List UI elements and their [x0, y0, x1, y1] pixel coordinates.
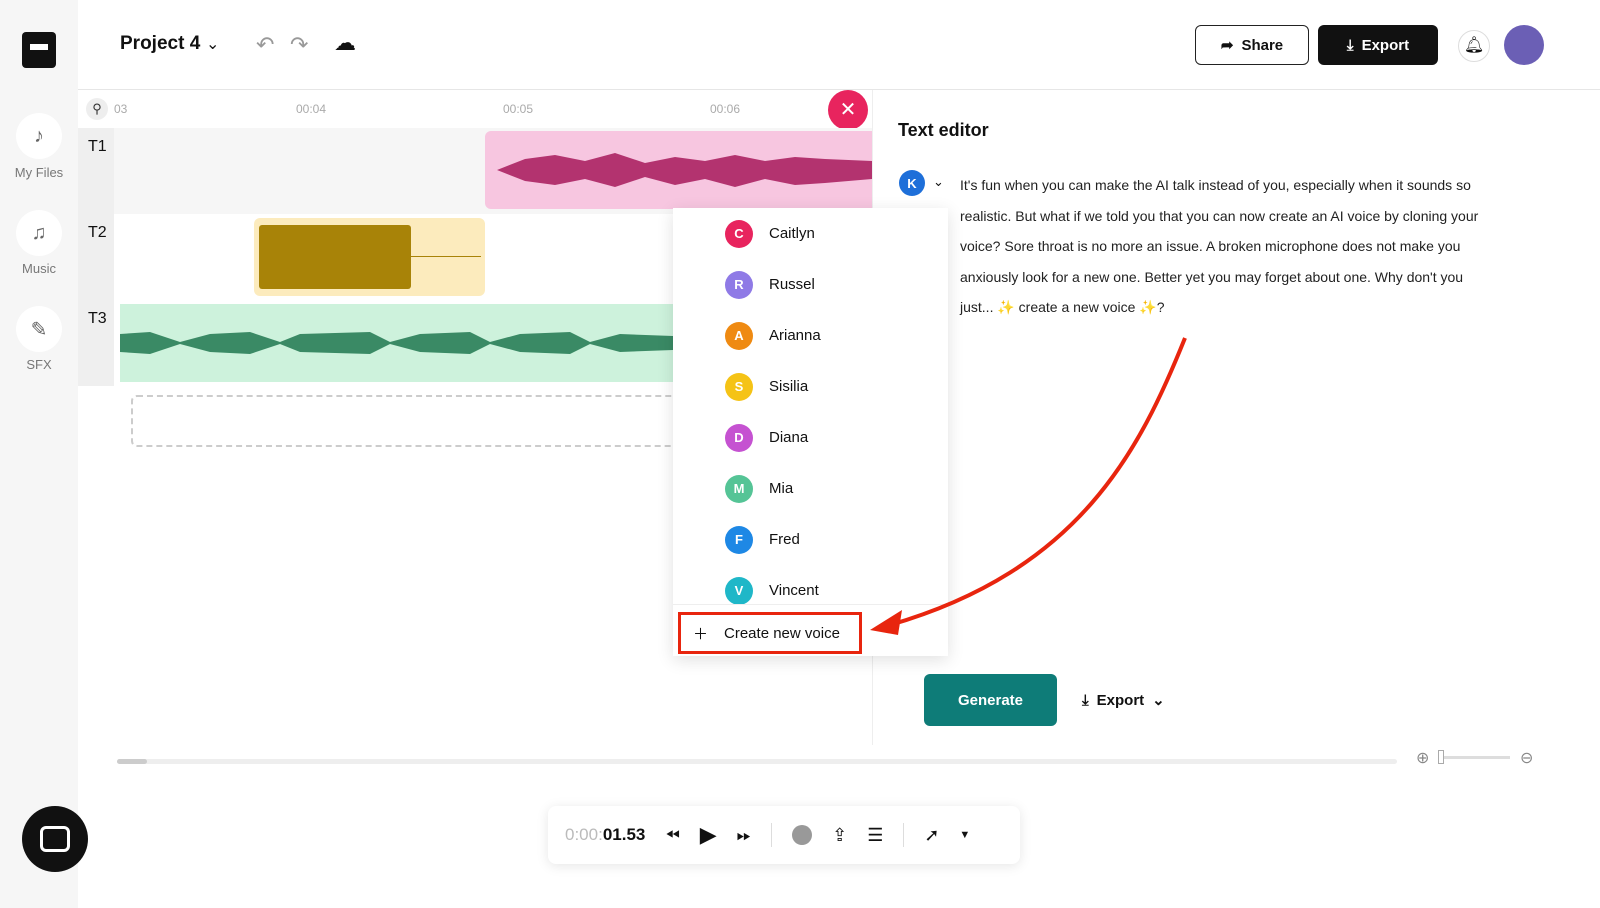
undo-icon[interactable]: ↶: [256, 32, 275, 57]
voice-avatar: S: [725, 372, 753, 401]
player-bar: 0:00:01.53 ⏪︎ ▶ ⏩︎ ⇪ ☰ ➚ ▼: [548, 806, 1020, 864]
timeline-ruler[interactable]: ⚲ 03 00:04 00:05 00:06: [78, 92, 872, 128]
tick-label: 00:05: [503, 102, 534, 116]
rewind-icon[interactable]: ⏪︎: [665, 824, 680, 845]
sidebar: ♪ My Files ♫ Music ✎ SFX: [0, 0, 88, 908]
tick-label: 00:04: [296, 102, 327, 116]
voice-avatar: A: [725, 321, 753, 350]
close-icon[interactable]: ✕: [828, 90, 868, 130]
create-new-voice-button[interactable]: ＋ Create new voice: [678, 612, 862, 654]
download-icon: ⤓: [1082, 691, 1089, 709]
voice-option-mia[interactable]: M Mia: [673, 463, 948, 514]
track-label-t1: T1: [78, 128, 114, 214]
horizontal-scrollbar[interactable]: [117, 759, 1397, 764]
plus-icon: ＋: [693, 625, 709, 643]
sidebar-item-music[interactable]: Music: [22, 261, 56, 276]
export-label: Export: [1096, 691, 1145, 709]
chat-support-button[interactable]: [22, 806, 88, 872]
record-icon[interactable]: [792, 825, 813, 845]
time-display: 0:00:01.53: [565, 825, 646, 844]
voice-name: Russel: [769, 276, 815, 293]
speaker-avatar[interactable]: K: [899, 170, 925, 196]
track-label-t2: T2: [78, 214, 114, 300]
voice-option-fred[interactable]: F Fred: [673, 514, 948, 565]
voice-avatar: M: [725, 474, 753, 503]
chat-icon: [40, 826, 70, 852]
voice-option-diana[interactable]: D Diana: [673, 412, 948, 463]
my-files-icon[interactable]: ♪: [16, 113, 62, 159]
voice-dropdown: C Caitlyn R Russel A Arianna S Sisilia D Diana M Mi…: [673, 208, 948, 656]
waveform: [120, 332, 673, 354]
share-label: Share: [1241, 36, 1284, 54]
app-logo[interactable]: [22, 32, 56, 68]
generate-button[interactable]: Generate: [924, 674, 1057, 726]
voice-option-russel[interactable]: R Russel: [673, 259, 948, 310]
music-note-icon[interactable]: ♫: [16, 210, 62, 256]
download-icon: ⤓: [1346, 36, 1354, 54]
voice-option-caitlyn[interactable]: C Caitlyn: [673, 208, 948, 259]
audio-clip-t1[interactable]: [485, 131, 872, 209]
waveform: [497, 153, 872, 187]
tick-label: 00:06: [710, 102, 741, 116]
audio-clip-t3[interactable]: [120, 304, 673, 382]
avatar[interactable]: [1504, 25, 1544, 65]
audio-clip-t2[interactable]: [254, 218, 485, 296]
voice-name: Vincent: [769, 582, 819, 599]
annotation-arrow: [870, 337, 1187, 635]
sidebar-item-sfx[interactable]: SFX: [26, 357, 52, 372]
voice-name: Fred: [769, 531, 800, 548]
voice-option-arianna[interactable]: A Arianna: [673, 310, 948, 361]
export-label: Export: [1361, 36, 1410, 54]
voice-avatar: V: [725, 576, 753, 605]
voice-avatar: F: [725, 525, 753, 554]
cloud-saved-icon: ☁: [334, 30, 356, 55]
zoom-slider[interactable]: [1438, 750, 1510, 764]
chevron-down-icon[interactable]: ⌄: [206, 36, 220, 53]
redo-icon[interactable]: ↷: [290, 32, 309, 57]
caret-down-icon[interactable]: ▼: [959, 829, 971, 841]
magic-wand-icon[interactable]: ✎: [16, 306, 62, 352]
voice-name: Sisilia: [769, 378, 809, 395]
text-editor-title: Text editor: [898, 120, 989, 140]
bell-icon[interactable]: 🔔︎: [1458, 30, 1490, 62]
add-track-dropzone[interactable]: [131, 395, 691, 447]
playhead-pin-icon[interactable]: ⚲: [86, 98, 108, 120]
fast-forward-icon[interactable]: ⏩︎: [736, 824, 752, 845]
voice-option-vincent[interactable]: V Vincent: [673, 565, 948, 616]
tick-label: 03: [114, 102, 128, 116]
share-icon: ➦: [1220, 37, 1234, 54]
script-text[interactable]: It's fun when you can make the AI talk i…: [960, 177, 1479, 315]
play-icon[interactable]: ▶: [699, 822, 717, 847]
audio-levels-icon[interactable]: ☰: [867, 824, 884, 845]
share-button[interactable]: ➦ Share: [1195, 25, 1309, 65]
zoom-out-icon[interactable]: ⊖: [1520, 750, 1534, 767]
project-title[interactable]: Project 4: [120, 33, 201, 54]
sidebar-item-my-files[interactable]: My Files: [14, 165, 64, 180]
chevron-down-icon[interactable]: ⌄: [933, 174, 944, 189]
track-label-t3: T3: [78, 300, 114, 386]
voice-name: Diana: [769, 429, 809, 446]
voice-name: Caitlyn: [769, 225, 815, 242]
voice-avatar: C: [725, 219, 753, 248]
upload-icon[interactable]: ⇪: [832, 824, 848, 845]
create-voice-label: Create new voice: [724, 624, 840, 642]
voice-avatar: D: [725, 423, 753, 452]
export-button[interactable]: ⤓ Export: [1318, 25, 1438, 65]
voice-option-sisilia[interactable]: S Sisilia: [673, 361, 948, 412]
export-dropdown-button[interactable]: ⤓ Export ⌄: [1082, 686, 1165, 714]
cursor-icon[interactable]: ➚: [924, 824, 940, 845]
voice-avatar: R: [725, 270, 753, 299]
zoom-in-icon[interactable]: ⊕: [1416, 750, 1430, 767]
voice-name: Arianna: [769, 327, 821, 344]
voice-name: Mia: [769, 480, 794, 497]
chevron-down-icon: ⌄: [1152, 692, 1165, 709]
header: Project 4 ⌄ ↶ ↷ ☁ ➦ Share ⤓ Export 🔔︎: [78, 0, 1600, 90]
